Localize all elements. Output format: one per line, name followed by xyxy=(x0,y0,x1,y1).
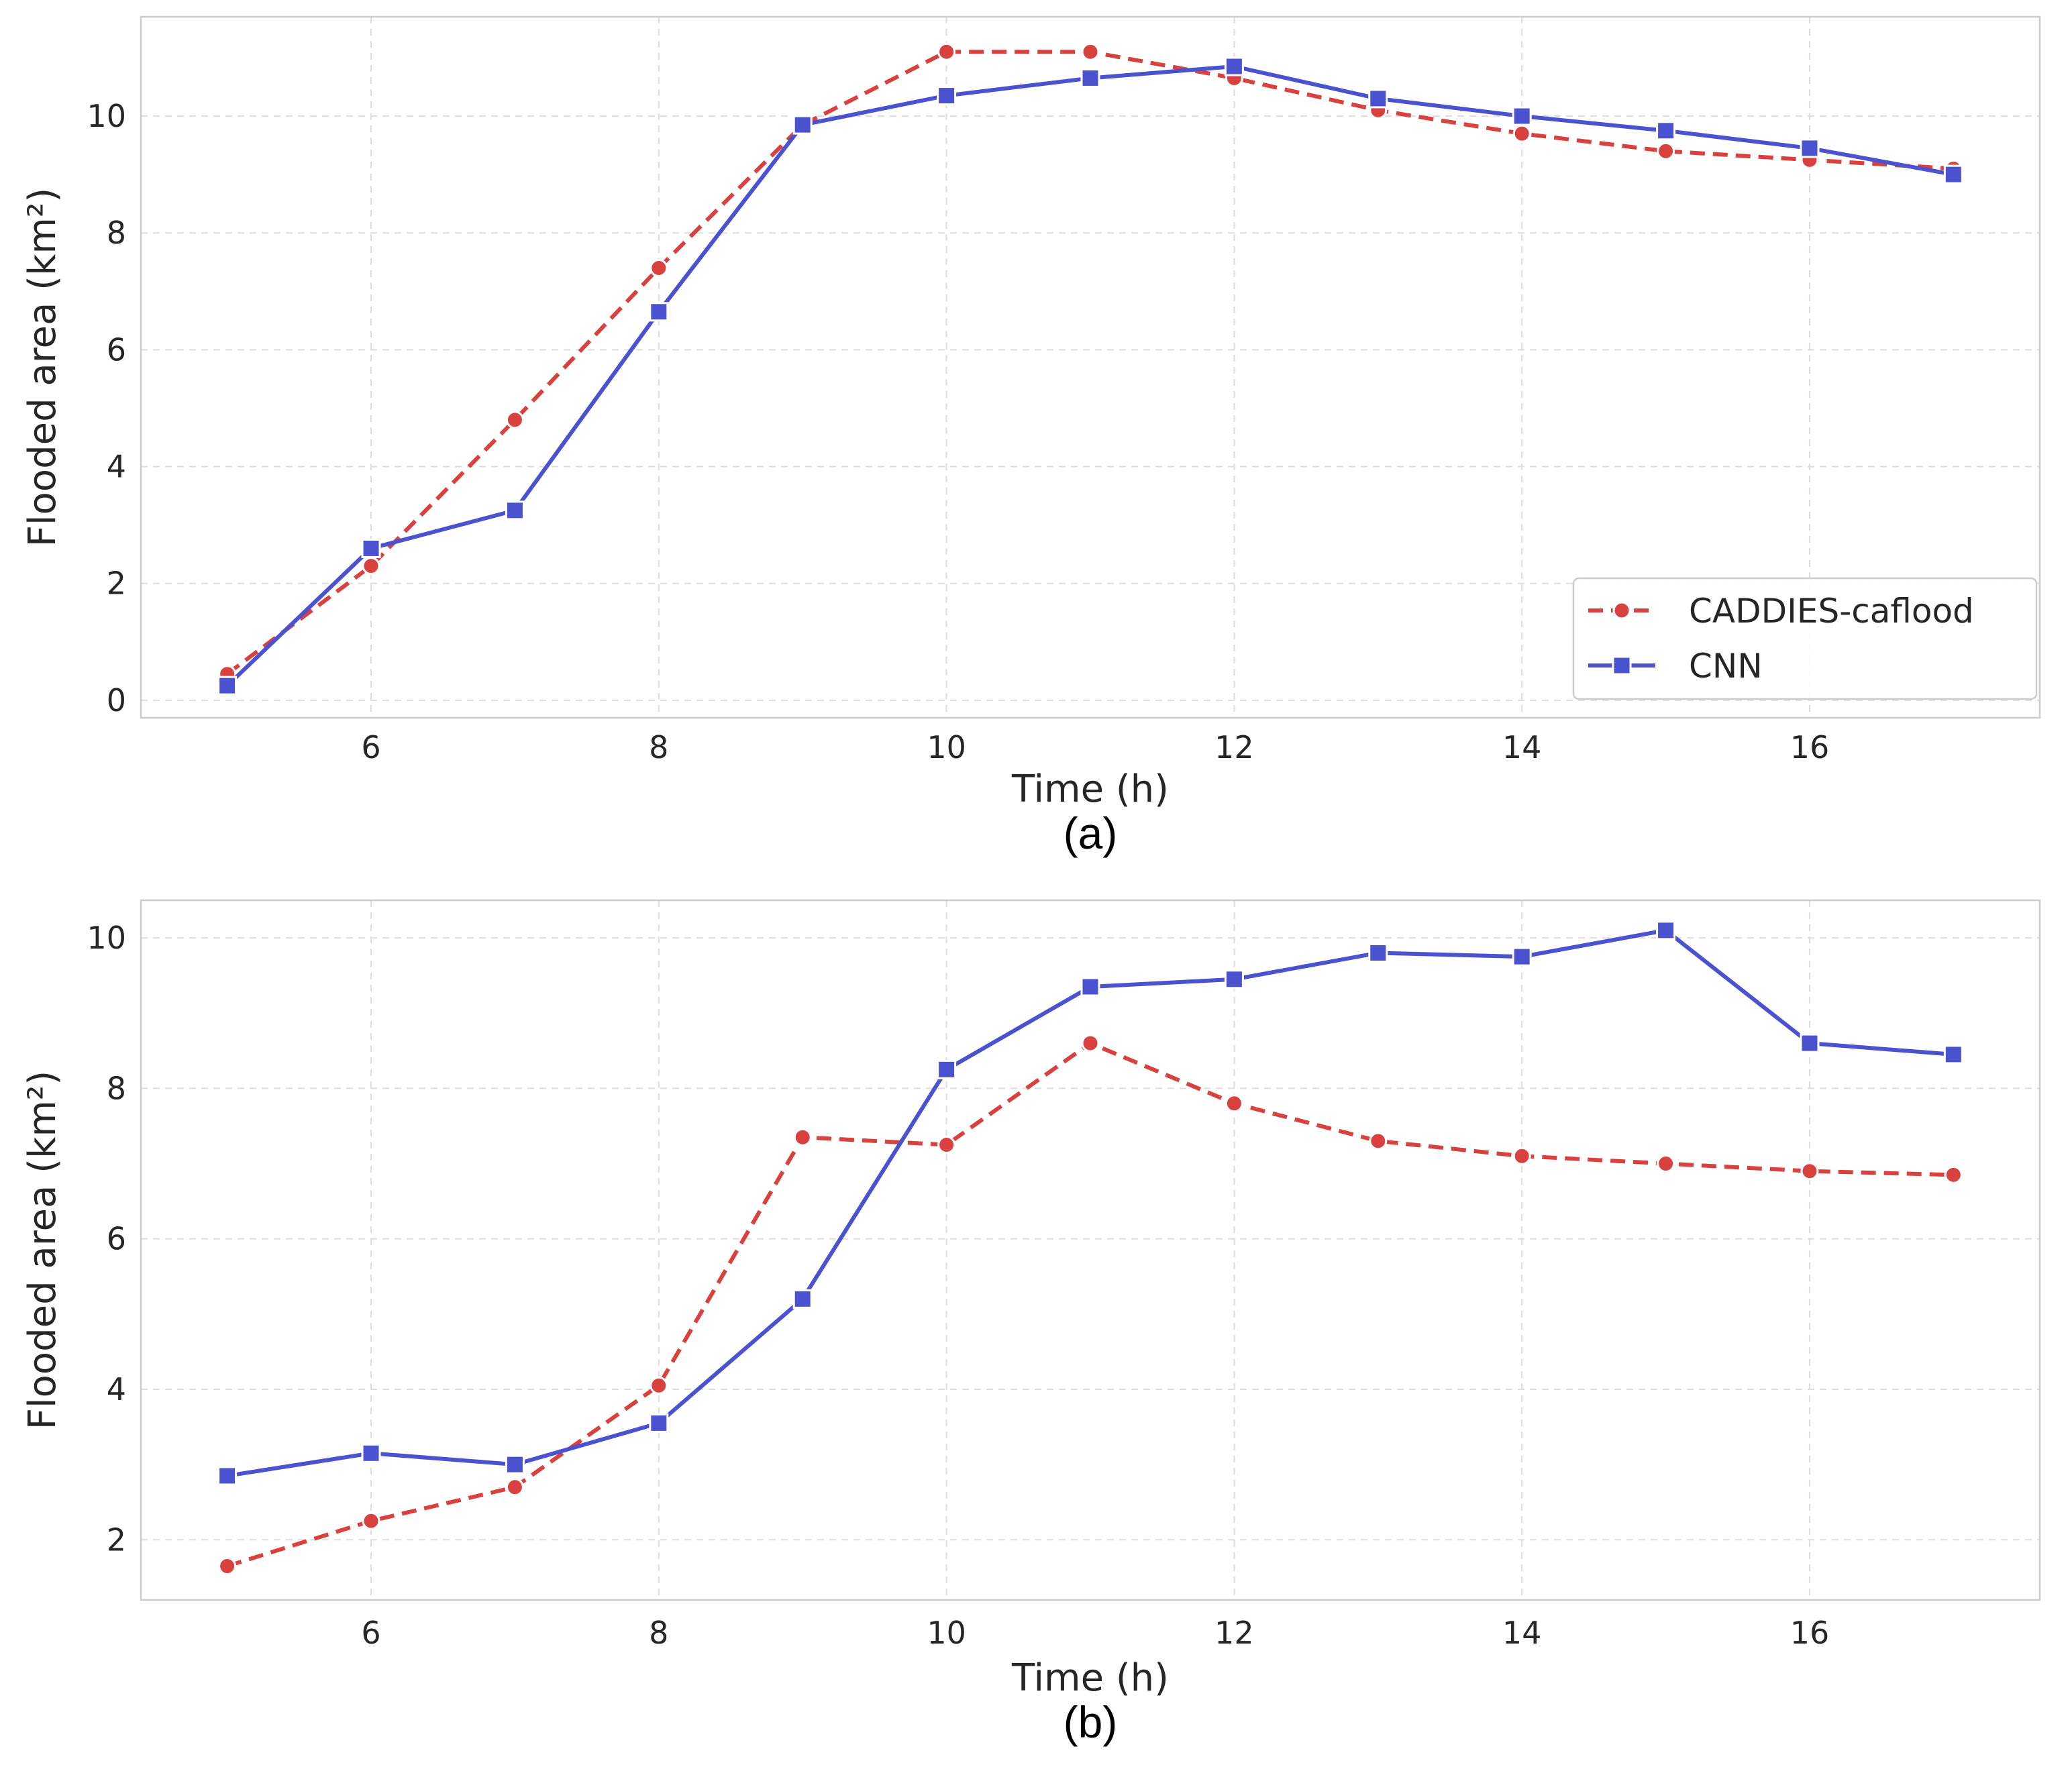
data-point-cnn xyxy=(1943,164,1963,184)
legend-marker-caddies xyxy=(1612,601,1631,620)
y-tick-label: 2 xyxy=(107,1521,126,1558)
data-point-caddies xyxy=(1657,142,1675,160)
data-point-caddies xyxy=(1081,1034,1100,1053)
data-point-caddies xyxy=(218,1557,237,1576)
data-point-cnn xyxy=(217,1466,238,1486)
data-point-caddies xyxy=(650,1376,668,1395)
chart-panel-a: 6 8 10 12 14 16 0 2 4 6 8 10 Time (h) Flooded area (k… xyxy=(21,15,2041,858)
y-tick-label: 10 xyxy=(87,98,126,134)
legend-box xyxy=(1572,577,2038,700)
data-point-cnn xyxy=(649,302,669,322)
x-tick-label: 12 xyxy=(1214,1615,1254,1651)
data-point-cnn xyxy=(1224,969,1244,989)
data-point-cnn xyxy=(792,1289,813,1309)
y-tick-label: 6 xyxy=(107,331,126,368)
data-point-caddies xyxy=(937,42,956,61)
data-point-cnn xyxy=(792,115,813,135)
data-point-cnn xyxy=(1512,106,1532,126)
data-point-cnn xyxy=(1080,977,1100,997)
legend: CADDIES-caflood CNN xyxy=(1572,577,2038,700)
data-point-caddies xyxy=(362,1511,380,1530)
x-axis-label: Time (h) xyxy=(1011,1656,1169,1700)
x-tick-label: 8 xyxy=(649,1615,668,1651)
y-tick-label: 8 xyxy=(107,215,126,251)
panel-caption: (a) xyxy=(1064,808,1118,858)
legend-marker-cnn xyxy=(1612,655,1632,676)
x-tick-label: 16 xyxy=(1790,729,1830,765)
data-point-cnn xyxy=(361,538,381,558)
x-tick-label: 14 xyxy=(1502,1615,1542,1651)
y-tick-label: 0 xyxy=(107,682,126,718)
y-tick-label: 6 xyxy=(107,1221,126,1257)
data-point-cnn xyxy=(1943,1044,1963,1065)
plot-frame xyxy=(140,15,2041,719)
legend-label-caddies: CADDIES-caflood xyxy=(1689,592,1974,631)
y-tick-label: 4 xyxy=(107,449,126,485)
x-tick-label: 16 xyxy=(1790,1615,1830,1651)
data-point-cnn xyxy=(361,1443,381,1463)
data-point-caddies xyxy=(1512,124,1531,143)
data-point-cnn xyxy=(1800,138,1820,158)
data-point-caddies xyxy=(1657,1155,1675,1173)
x-tick-label: 8 xyxy=(649,729,668,765)
x-tick-label: 10 xyxy=(927,729,966,765)
data-point-cnn xyxy=(505,500,525,521)
data-point-cnn xyxy=(937,1059,957,1079)
y-tick-label: 4 xyxy=(107,1371,126,1407)
data-point-caddies xyxy=(505,1478,524,1497)
data-point-cnn xyxy=(1224,56,1244,76)
x-tick-label: 10 xyxy=(927,1615,966,1651)
data-point-cnn xyxy=(1080,68,1100,88)
plot-frame xyxy=(140,899,2041,1601)
data-point-cnn xyxy=(1656,920,1676,941)
data-point-caddies xyxy=(505,411,524,429)
data-point-cnn xyxy=(1368,89,1388,109)
data-point-caddies xyxy=(1944,1165,1963,1184)
data-point-cnn xyxy=(1512,947,1532,967)
data-point-caddies xyxy=(937,1135,956,1154)
data-point-cnn xyxy=(505,1454,525,1475)
x-tick-label: 6 xyxy=(361,1615,380,1651)
y-tick-label: 10 xyxy=(87,920,126,956)
x-tick-label: 14 xyxy=(1502,729,1542,765)
data-point-cnn xyxy=(1800,1033,1820,1053)
data-point-caddies xyxy=(1369,1132,1388,1150)
y-axis-label: Flooded area (km²) xyxy=(21,188,64,547)
x-tick-label: 6 xyxy=(361,729,380,765)
data-point-caddies xyxy=(1225,1094,1243,1113)
y-tick-label: 2 xyxy=(107,566,126,602)
data-point-cnn xyxy=(1368,943,1388,963)
data-point-caddies xyxy=(650,258,668,277)
legend-label-cnn: CNN xyxy=(1689,647,1763,686)
y-tick-label: 8 xyxy=(107,1070,126,1106)
data-point-cnn xyxy=(937,86,957,106)
y-axis-label: Flooded area (km²) xyxy=(21,1071,64,1430)
data-point-cnn xyxy=(649,1413,669,1433)
data-point-caddies xyxy=(1800,1162,1819,1181)
data-point-cnn xyxy=(217,676,238,696)
data-point-cnn xyxy=(1656,121,1676,141)
data-point-caddies xyxy=(1081,42,1100,61)
x-tick-label: 12 xyxy=(1214,729,1254,765)
panel-caption: (b) xyxy=(1064,1697,1118,1747)
data-point-caddies xyxy=(362,557,380,576)
x-axis-label: Time (h) xyxy=(1011,767,1169,811)
chart-panel-b: 6 8 10 12 14 16 2 4 6 8 10 Time (h) Flooded area (km… xyxy=(21,899,2041,1747)
data-point-caddies xyxy=(793,1128,812,1146)
data-point-caddies xyxy=(1512,1146,1531,1165)
